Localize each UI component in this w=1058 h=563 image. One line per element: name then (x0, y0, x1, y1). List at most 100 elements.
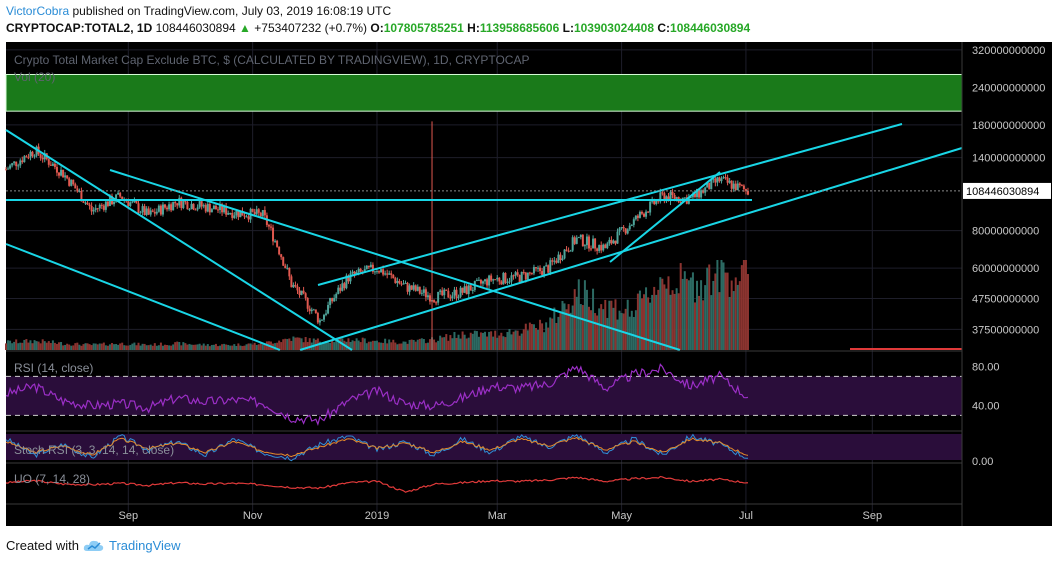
candle-body (732, 183, 735, 189)
volume-bar (127, 345, 130, 350)
volume-bar (551, 318, 554, 350)
candle-body (665, 196, 668, 202)
volume-bar (679, 263, 682, 350)
candle-body (359, 268, 362, 272)
candle-body (96, 208, 99, 210)
candle-body (441, 290, 444, 296)
volume-bar (486, 336, 489, 350)
candle-body (161, 204, 164, 215)
candle-body (479, 279, 482, 284)
candle-body (322, 314, 325, 320)
candle-body (208, 203, 211, 213)
candle-body (57, 172, 60, 176)
volume-bar (520, 333, 523, 350)
candle-body (351, 271, 354, 274)
last-price: 108446030894 (155, 21, 236, 35)
candle-body (447, 290, 450, 298)
candle-body (257, 209, 260, 213)
volume-bar (257, 344, 260, 350)
author-link[interactable]: VictorCobra (6, 4, 70, 18)
candle-body (414, 285, 417, 291)
volume-bar (414, 341, 417, 350)
candle-body (437, 291, 440, 303)
tradingview-brand-link[interactable]: TradingView (108, 538, 181, 553)
volume-bar (643, 294, 646, 350)
candle-body (669, 191, 672, 202)
candle-body (416, 286, 419, 291)
candle-body (157, 205, 160, 212)
volume-bar (359, 342, 362, 350)
candle-body (153, 211, 156, 214)
candle-body (302, 290, 305, 294)
volume-bar (104, 345, 107, 350)
trendlines (5, 123, 963, 351)
candle-body (5, 169, 7, 171)
candle-body (573, 237, 576, 244)
candle-body (645, 211, 648, 217)
candle-body (516, 272, 519, 275)
candle-body (49, 164, 52, 166)
volume-bar (194, 344, 197, 350)
candle-body (738, 183, 741, 186)
volume-bar (157, 345, 160, 350)
volume-bar (685, 278, 688, 350)
volume-bar (255, 344, 258, 350)
candle-body (206, 203, 209, 212)
volume-bar (602, 309, 605, 350)
volume-bar (514, 330, 517, 350)
volume-bar (43, 341, 46, 350)
candle-body (186, 201, 189, 210)
rsi-tick-label: 40.00 (972, 401, 1000, 413)
candle-body (337, 287, 340, 294)
candle-body (139, 212, 142, 214)
candle-body (378, 271, 381, 273)
volume-bar (508, 328, 511, 350)
candle-body (404, 282, 407, 284)
volume-bar (259, 341, 262, 350)
candle-body (331, 298, 334, 302)
volume-bar (110, 342, 113, 350)
volume-bar (41, 339, 44, 350)
volume-bar (704, 285, 707, 350)
candle-body (388, 273, 391, 275)
volume-bar (312, 338, 315, 350)
volume-bar (329, 342, 332, 350)
volume-bar (673, 293, 676, 350)
volume-bar (634, 310, 637, 350)
volume-bar (696, 280, 699, 350)
volume-bar (76, 342, 79, 350)
candle-body (659, 192, 662, 202)
volume-bar (117, 344, 120, 350)
candle-body (373, 271, 376, 273)
volume-bar (702, 300, 705, 350)
volume-bar (445, 334, 448, 350)
volume-bar (473, 330, 476, 350)
volume-bar (683, 271, 686, 350)
candle-body (294, 284, 297, 287)
volume-bar (304, 336, 307, 350)
candle-body (229, 212, 232, 214)
volume-bar (471, 333, 474, 350)
candle-body (704, 187, 707, 193)
candle-body (471, 289, 474, 291)
candle-body (47, 159, 50, 165)
volume-bar (229, 345, 232, 350)
candle-body (255, 209, 258, 215)
volume-bar (57, 342, 60, 350)
volume-bar (55, 343, 58, 350)
volume-bar (608, 300, 611, 350)
volume-bar (25, 339, 28, 350)
volume-bar (159, 342, 162, 350)
volume-bar (522, 329, 525, 350)
volume-bar (367, 341, 370, 350)
candle-body (202, 205, 205, 207)
volume-bar (202, 343, 205, 350)
volume-bar (245, 344, 248, 350)
volume-bar (123, 345, 126, 350)
candle-body (534, 267, 537, 269)
candle-body (298, 290, 301, 295)
volume-bar (581, 305, 584, 350)
candle-body (734, 183, 737, 191)
candle-body (426, 295, 429, 298)
